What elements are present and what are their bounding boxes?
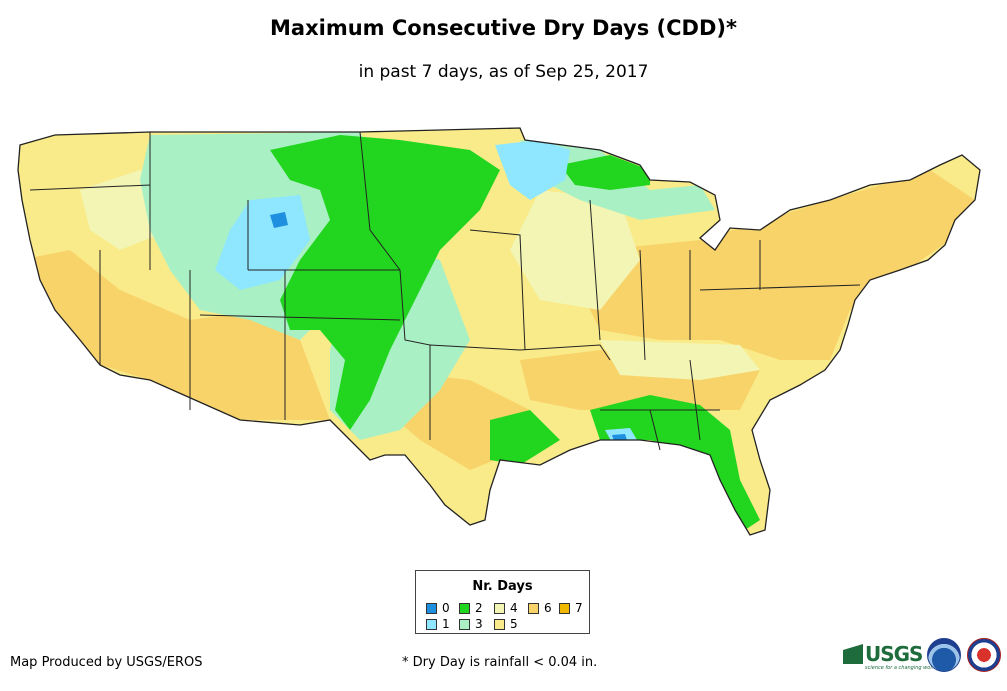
legend-item-0: 0 [426,601,450,615]
zone-2-days [590,395,760,530]
legend-swatch [528,602,539,614]
legend-swatch [426,602,437,614]
legend-item-2: 2 [459,601,483,615]
legend-label: 1 [442,617,450,631]
legend-label: 2 [475,601,483,615]
map-subtitle: in past 7 days, as of Sep 25, 2017 [358,62,649,82]
legend-label: 7 [575,601,583,615]
legend-swatch [459,618,470,630]
legend-swatch [494,602,505,614]
legend-swatch [494,618,505,630]
legend-item-5: 5 [494,617,518,631]
legend-label: 5 [510,617,518,631]
legend: Nr. Days 0 1 2 3 4 5 6 7 [415,570,590,634]
zone-4-days [600,340,760,380]
noaa-logo-icon [927,638,961,672]
legend-title: Nr. Days [472,579,533,594]
zone-2-days [270,135,500,430]
dry-day-footnote: * Dry Day is rainfall < 0.04 in. [402,655,598,670]
legend-item-7: 7 [559,601,583,615]
usgs-tagline: science for a changing world [865,665,937,671]
zone-1-day [495,140,570,200]
map-credit: Map Produced by USGS/EROS [10,655,203,670]
legend-label: 4 [510,601,518,615]
legend-item-4: 4 [494,601,518,615]
zone-6-days [580,170,975,360]
usgs-wave-icon [843,644,863,664]
legend-label: 6 [544,601,552,615]
zone-2-days [490,410,560,465]
legend-item-3: 3 [459,617,483,631]
nws-logo-icon [967,638,1001,672]
legend-label: 3 [475,617,483,631]
map-title: Maximum Consecutive Dry Days (CDD)* [270,16,737,40]
legend-label: 0 [442,601,450,615]
usgs-logo: USGS [843,642,923,666]
legend-item-6: 6 [528,601,552,615]
us-dry-days-map [17,127,981,536]
zone-2-days [560,155,650,190]
agency-logos: USGS science for a changing world [843,638,1003,678]
legend-swatch [559,602,570,614]
state-borders [29,131,861,451]
usgs-logo-text: USGS [865,642,923,666]
zone-4-days [510,190,640,310]
zone-0-days [270,212,288,228]
zone-6-days [20,250,330,420]
legend-swatch [459,602,470,614]
legend-item-1: 1 [426,617,450,631]
legend-swatch [426,618,437,630]
